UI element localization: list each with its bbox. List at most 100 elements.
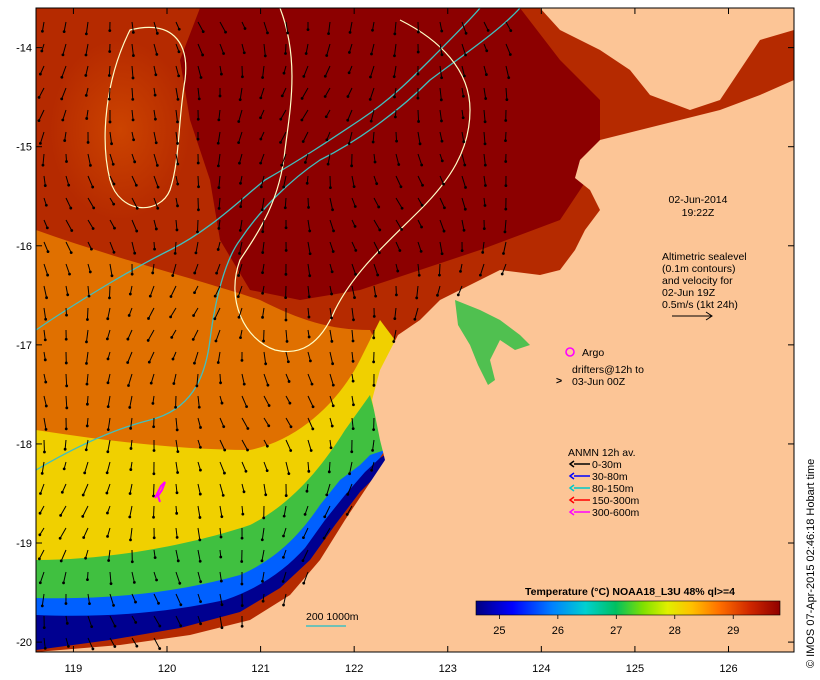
velocity-arrowhead — [216, 164, 220, 168]
velocity-arrowhead — [284, 272, 288, 276]
velocity-arrowhead — [134, 620, 138, 624]
velocity-arrow — [127, 329, 133, 340]
velocity-arrow — [43, 263, 49, 276]
velocity-arrowhead — [440, 139, 444, 143]
legend-item-label: 30-80m — [592, 471, 628, 483]
velocity-arrowhead — [301, 559, 305, 563]
velocity-arrowhead — [284, 226, 288, 230]
velocity-arrowhead — [345, 512, 349, 516]
velocity-arrowhead — [246, 448, 249, 452]
velocity-arrowhead — [260, 559, 264, 563]
velocity-arrow — [219, 373, 222, 383]
velocity-arrowhead — [400, 206, 404, 210]
velocity-arrowhead — [462, 94, 465, 98]
velocity-arrow — [263, 373, 269, 386]
velocity-arrowhead — [371, 28, 374, 32]
velocity-arrow — [107, 307, 111, 319]
velocity-arrow — [85, 439, 89, 450]
velocity-arrowhead — [289, 425, 293, 429]
velocity-arrow — [373, 241, 380, 253]
velocity-arrowhead — [504, 139, 507, 143]
velocity-arrowhead — [216, 361, 220, 364]
velocity-arrowhead — [280, 163, 284, 167]
velocity-arrowhead — [65, 313, 68, 317]
velocity-arrowhead — [309, 449, 313, 452]
velocity-arrow — [197, 87, 200, 99]
velocity-arrow — [371, 43, 375, 55]
velocity-arrow — [43, 307, 47, 320]
velocity-arrow — [304, 505, 309, 515]
velocity-arrowhead — [372, 383, 376, 387]
velocity-arrowhead — [108, 120, 112, 124]
velocity-arrowhead — [264, 362, 268, 366]
velocity-arrow — [241, 461, 247, 472]
velocity-arrow — [239, 87, 243, 100]
velocity-arrowhead — [398, 249, 402, 252]
velocity-arrow — [41, 593, 45, 606]
velocity-arrowhead — [346, 492, 350, 496]
velocity-arrowhead — [154, 73, 158, 77]
velocity-arrowhead — [420, 163, 424, 167]
velocity-arrowhead — [193, 271, 197, 275]
velocity-arrowhead — [267, 404, 271, 407]
velocity-arrow — [307, 285, 310, 297]
velocity-arrow — [219, 21, 226, 33]
velocity-arrow — [85, 21, 89, 34]
velocity-arrow — [214, 285, 221, 297]
velocity-arrow — [61, 65, 67, 78]
velocity-arrowhead — [376, 273, 380, 277]
velocity-arrowhead — [131, 118, 135, 122]
velocity-arrow — [131, 637, 138, 647]
velocity-arrowhead — [198, 445, 202, 449]
velocity-arrow — [329, 241, 334, 252]
velocity-arrow — [148, 351, 155, 363]
velocity-arrowhead — [282, 555, 285, 559]
velocity-arrow — [504, 131, 507, 141]
velocity-arrow — [285, 417, 292, 428]
velocity-arrow — [483, 109, 486, 122]
velocity-arrow — [197, 505, 201, 518]
legend-item-label: 80-150m — [592, 483, 634, 495]
velocity-arrowhead — [44, 427, 48, 431]
velocity-arrowhead — [330, 339, 334, 343]
velocity-arrow — [351, 351, 354, 362]
velocity-arrowhead — [38, 533, 42, 537]
velocity-arrow — [65, 175, 70, 186]
velocity-arrowhead — [263, 54, 267, 58]
velocity-arrowhead — [378, 228, 382, 232]
velocity-arrowhead — [461, 116, 465, 120]
velocity-arrow — [39, 483, 45, 494]
velocity-arrowhead — [151, 401, 155, 405]
drifter-symbol-icon: > — [556, 375, 562, 387]
velocity-arrowhead — [265, 469, 269, 473]
velocity-arrowhead — [287, 380, 291, 383]
velocity-arrowhead — [351, 427, 355, 431]
velocity-arrowhead — [135, 229, 139, 233]
velocity-arrowhead — [129, 447, 133, 450]
velocity-arrowhead — [59, 513, 63, 517]
velocity-arrowhead — [62, 467, 66, 471]
velocity-arrowhead — [196, 230, 199, 234]
anmn-legend: ANMN 12h av. 0-30m30-80m80-150m150-300m3… — [568, 447, 640, 519]
velocity-arrowhead — [191, 338, 195, 341]
velocity-arrowhead — [463, 207, 467, 211]
velocity-arrowhead — [284, 52, 287, 55]
colorbar-tick-label: 28 — [669, 625, 681, 637]
velocity-arrowhead — [156, 185, 160, 189]
velocity-arrow — [302, 527, 309, 538]
isobath-200m — [36, 8, 481, 331]
velocity-arrow — [417, 153, 423, 166]
velocity-arrowhead — [218, 94, 222, 98]
velocity-arrow — [153, 197, 159, 209]
velocity-arrowhead — [504, 207, 508, 211]
king-sound — [455, 300, 530, 385]
velocity-arrowhead — [307, 335, 311, 339]
velocity-arrowhead — [158, 647, 162, 650]
velocity-arrowhead — [305, 489, 309, 493]
velocity-arrow — [131, 219, 138, 232]
velocity-arrow — [239, 219, 243, 231]
velocity-arrow — [109, 593, 115, 606]
velocity-arrowhead — [372, 314, 376, 318]
velocity-arrowhead — [63, 139, 67, 142]
velocity-arrow — [328, 461, 331, 472]
